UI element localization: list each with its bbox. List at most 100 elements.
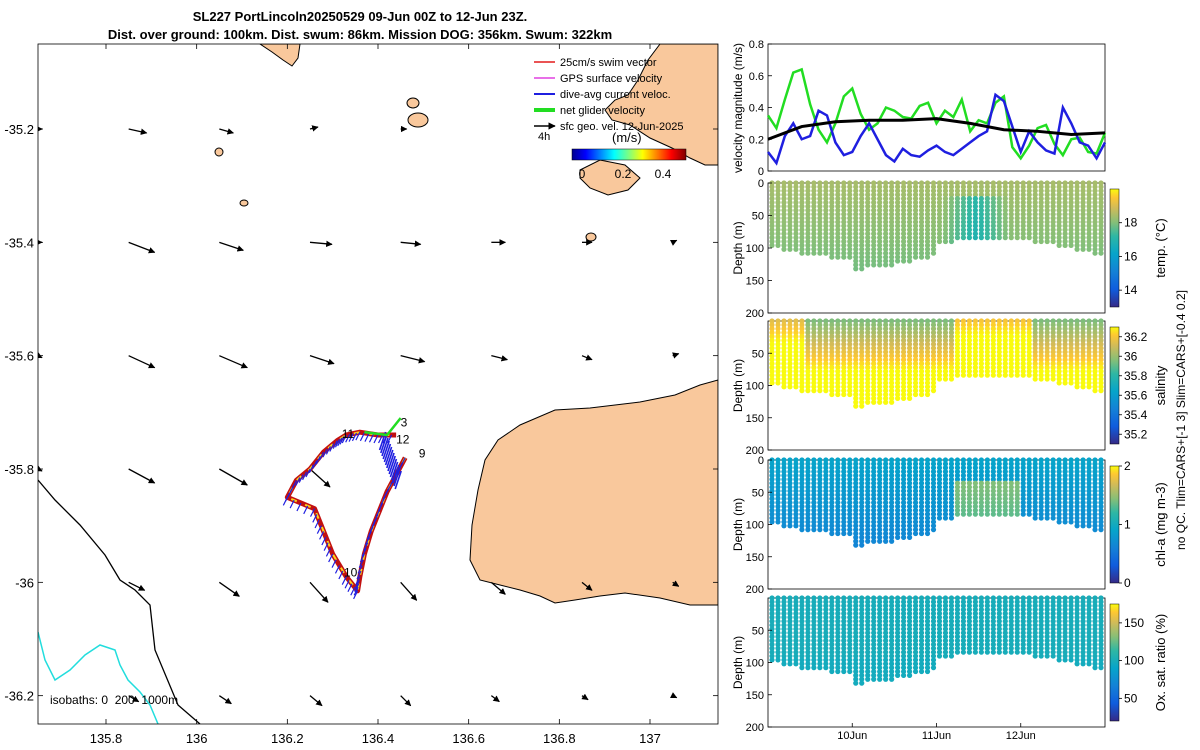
chla-sample — [1044, 465, 1050, 471]
temperature-sample — [775, 235, 781, 241]
salinity-sample — [859, 349, 865, 355]
temperature-sample — [835, 196, 841, 202]
oxygen-sample — [1092, 641, 1098, 648]
temperature-sample — [906, 254, 913, 260]
temperature-sample — [990, 231, 996, 237]
salinity-sample — [978, 372, 984, 378]
chla-sample — [972, 465, 978, 471]
salinity-sample — [835, 330, 841, 336]
temperature-sample — [871, 219, 877, 225]
chla-sample — [883, 507, 889, 513]
oxygen-sample — [1098, 637, 1104, 644]
temperature-sample — [996, 196, 1002, 202]
oxygen-sample — [978, 614, 984, 620]
oxygen-sample — [811, 630, 817, 636]
temperature-sample — [823, 223, 829, 229]
oxygen-sample — [901, 614, 907, 620]
temperature-sample — [1026, 188, 1032, 194]
chla-sample — [1044, 472, 1050, 479]
chla-sample — [960, 461, 967, 467]
temperature-sample — [847, 231, 853, 237]
salinity-sample — [918, 330, 925, 336]
chla-sample — [918, 527, 925, 533]
oxygen-sample — [859, 614, 865, 620]
oxygen-sample — [787, 657, 793, 663]
temperature-sample — [841, 211, 847, 217]
salinity-sample — [1068, 372, 1074, 378]
salinity-sample — [978, 353, 984, 359]
chla-sample — [1044, 496, 1050, 502]
oxygen-sample — [1098, 661, 1104, 667]
temperature-sample — [805, 180, 811, 186]
temperature-sample — [853, 219, 859, 225]
salinity-sample — [901, 384, 907, 390]
chla-sample — [865, 523, 871, 529]
chla-sample — [799, 496, 805, 502]
oxygen-sample — [895, 653, 901, 659]
legend-dive-avg: dive-avg current veloc. — [534, 89, 671, 101]
oxygen-sample — [978, 637, 984, 644]
temperature-sample — [1038, 211, 1044, 217]
salinity-sample — [1098, 349, 1104, 355]
chla-sample — [823, 511, 829, 517]
chla-sample — [924, 465, 931, 471]
oxygen-sample — [918, 653, 925, 659]
chla-sample — [775, 511, 781, 517]
chla-ytick-label: 0 — [758, 455, 764, 467]
chla-sample — [918, 461, 925, 467]
velocity-ytick-label: 0.2 — [749, 134, 764, 146]
temperature-sample — [787, 188, 793, 194]
velocity-axes-box — [767, 43, 1106, 172]
salinity-sample — [984, 330, 990, 336]
salinity-sample — [906, 368, 913, 374]
salinity-sample — [1086, 345, 1092, 351]
salinity-sample — [847, 368, 853, 374]
salinity-sample — [936, 368, 943, 374]
oxygen-sample — [889, 676, 895, 682]
salinity-sample — [1056, 380, 1062, 386]
temperature-sample — [906, 231, 913, 237]
chla-sample — [901, 511, 907, 517]
oxygen-sample — [942, 607, 949, 613]
salinity-sample — [1092, 353, 1098, 359]
oxygen-sample — [895, 614, 901, 620]
dive-avg-vector — [298, 474, 304, 483]
salinity-sample — [1026, 337, 1032, 343]
oxygen-sample — [787, 637, 793, 644]
temperature-sample — [1056, 180, 1062, 186]
salinity-sample — [793, 318, 799, 324]
salinity-sample — [1038, 357, 1044, 363]
temperature-sample — [984, 188, 990, 194]
oxygen-sample — [883, 645, 889, 651]
chla-sample — [799, 527, 805, 533]
temperature-sample — [883, 184, 889, 190]
salinity-sample — [1032, 368, 1038, 374]
salinity-sample — [1032, 322, 1038, 328]
temperature-sample — [912, 231, 919, 237]
oxygen-sample — [1068, 649, 1074, 655]
dive-avg-vector — [309, 508, 316, 517]
chla-sample — [924, 488, 931, 494]
chla-sample — [1008, 511, 1014, 517]
chla-sample — [787, 488, 793, 494]
chla-sample — [781, 472, 787, 479]
salinity-sample — [895, 341, 901, 347]
oxygen-sample — [859, 665, 865, 671]
oxygen-sample — [793, 630, 799, 636]
dive-avg-vector — [355, 576, 361, 585]
oxygen-sample — [823, 603, 829, 609]
chla-sample — [1020, 480, 1026, 486]
salinity-sample — [924, 364, 931, 371]
oxygen-sample — [978, 634, 984, 640]
temperature-sample — [901, 254, 907, 260]
temperature-sample — [1014, 215, 1020, 221]
salinity-sample — [924, 357, 931, 363]
temperature-sample — [1074, 180, 1080, 186]
salinity-sample — [1056, 364, 1062, 371]
oxygen-sample — [1062, 649, 1068, 655]
oxygen-sample — [889, 649, 895, 655]
chla-sample — [847, 472, 853, 479]
oxygen-sample — [1020, 614, 1026, 620]
chla-sample — [901, 476, 907, 482]
chla-sample — [883, 488, 889, 494]
